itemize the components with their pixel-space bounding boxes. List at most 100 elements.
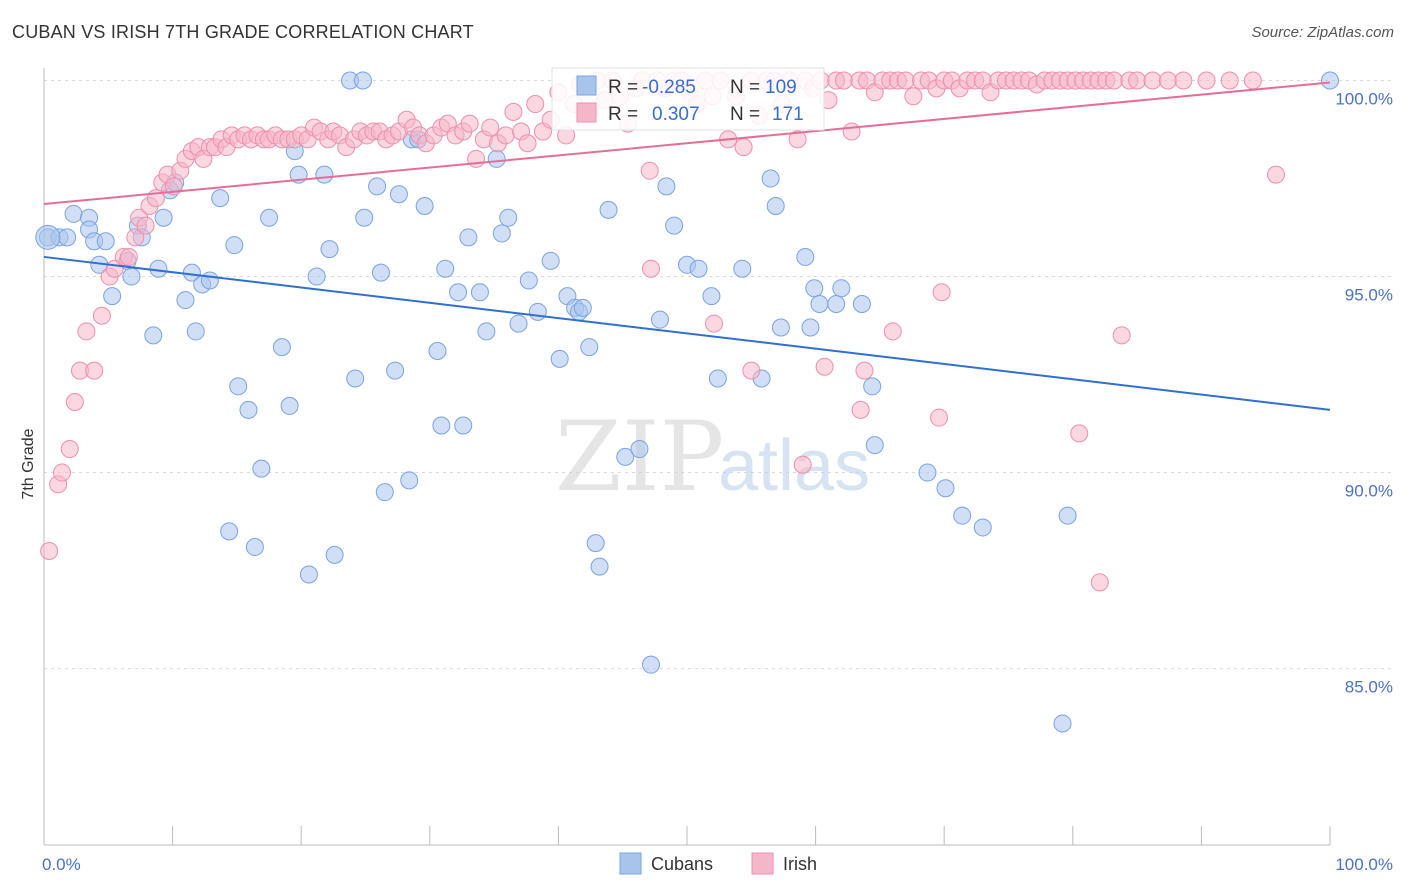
- data-point: [810, 294, 829, 313]
- data-point: [827, 294, 846, 313]
- data-point: [353, 71, 372, 90]
- data-point: [64, 204, 83, 223]
- data-point: [481, 118, 500, 137]
- data-point: [1197, 71, 1216, 90]
- data-point: [616, 447, 635, 466]
- data-point: [863, 377, 882, 396]
- data-point: [1090, 573, 1109, 592]
- data-point: [40, 541, 59, 560]
- data-point: [842, 122, 861, 141]
- data-point: [834, 71, 853, 90]
- data-point: [734, 138, 753, 157]
- data-point: [640, 161, 659, 180]
- data-point: [936, 479, 955, 498]
- trend-lines: [43, 81, 1331, 411]
- data-point: [689, 259, 708, 278]
- legend-cubans-r-label: R =: [608, 77, 638, 98]
- data-point: [526, 95, 545, 114]
- data-point: [272, 338, 291, 357]
- data-point: [657, 177, 676, 196]
- data-point: [733, 259, 752, 278]
- data-point: [1112, 326, 1131, 345]
- data-point-cluster: [35, 224, 61, 250]
- bottom-legend-cubans: Cubans: [651, 854, 713, 874]
- data-point: [1266, 165, 1285, 184]
- data-point: [211, 189, 230, 208]
- data-point: [325, 545, 344, 564]
- data-point: [103, 287, 122, 306]
- data-point: [245, 538, 264, 557]
- series-legend: Cubans Irish: [619, 852, 817, 875]
- data-point: [467, 149, 486, 168]
- data-point: [436, 259, 455, 278]
- bottom-legend-swatch-irish: [751, 852, 774, 875]
- data-point: [852, 294, 871, 313]
- correlation-legend: R = -0.285 N = 109 R = 0.307 N = 171: [551, 67, 825, 131]
- data-point: [320, 240, 339, 259]
- data-point: [492, 224, 511, 243]
- data-point: [375, 483, 394, 502]
- data-point: [796, 247, 815, 266]
- data-point: [883, 322, 902, 341]
- data-point: [904, 87, 923, 106]
- data-point: [504, 102, 523, 121]
- legend-cubans-n-value: 109: [765, 77, 797, 98]
- data-point: [92, 306, 111, 325]
- data-point: [477, 322, 496, 341]
- data-point: [930, 408, 949, 427]
- y-tick-label: 90.0%: [1345, 482, 1393, 501]
- data-point: [761, 169, 780, 188]
- data-point: [371, 263, 390, 282]
- data-point: [126, 228, 145, 247]
- data-point: [496, 126, 515, 145]
- data-point: [953, 506, 972, 525]
- data-point: [788, 130, 807, 149]
- data-point: [896, 71, 915, 90]
- x-tick-label: 0.0%: [42, 855, 81, 874]
- legend-irish-r-label: R =: [608, 104, 638, 125]
- data-point: [58, 228, 77, 247]
- data-point: [299, 565, 318, 584]
- data-point: [1158, 71, 1177, 90]
- data-point: [815, 357, 834, 376]
- legend-swatch-cubans: [576, 75, 597, 96]
- data-point: [590, 557, 609, 576]
- data-point: [176, 291, 195, 310]
- axes: [43, 68, 1331, 846]
- data-point: [805, 279, 824, 298]
- data-point: [315, 165, 334, 184]
- legend-box: [551, 67, 825, 131]
- data-point: [432, 416, 451, 435]
- data-point: [186, 322, 205, 341]
- data-point: [742, 361, 761, 380]
- data-point: [1128, 71, 1147, 90]
- data-point: [573, 298, 592, 317]
- series-cubans: [35, 71, 1339, 733]
- data-point: [415, 196, 434, 215]
- data-point: [650, 310, 669, 329]
- x-tick-label: 100.0%: [1335, 855, 1393, 874]
- data-point: [801, 318, 820, 337]
- data-point: [220, 522, 239, 541]
- x-tick-labels: 0.0% 100.0%: [42, 855, 1393, 874]
- data-point: [528, 302, 547, 321]
- y-tick-label: 85.0%: [1345, 678, 1393, 697]
- data-point: [389, 185, 408, 204]
- data-point: [85, 361, 104, 380]
- data-point: [580, 338, 599, 357]
- data-point: [541, 251, 560, 270]
- data-point: [260, 208, 279, 227]
- data-point: [1053, 714, 1072, 733]
- data-point: [460, 114, 479, 133]
- data-point: [641, 259, 660, 278]
- data-point: [766, 196, 785, 215]
- data-point: [1058, 506, 1077, 525]
- data-point: [519, 271, 538, 290]
- data-point: [518, 134, 537, 153]
- legend-irish-n-value: 171: [772, 104, 804, 125]
- data-point: [386, 361, 405, 380]
- legend-swatch-irish: [576, 102, 597, 123]
- data-point: [77, 322, 96, 341]
- y-tick-label: 95.0%: [1345, 286, 1393, 305]
